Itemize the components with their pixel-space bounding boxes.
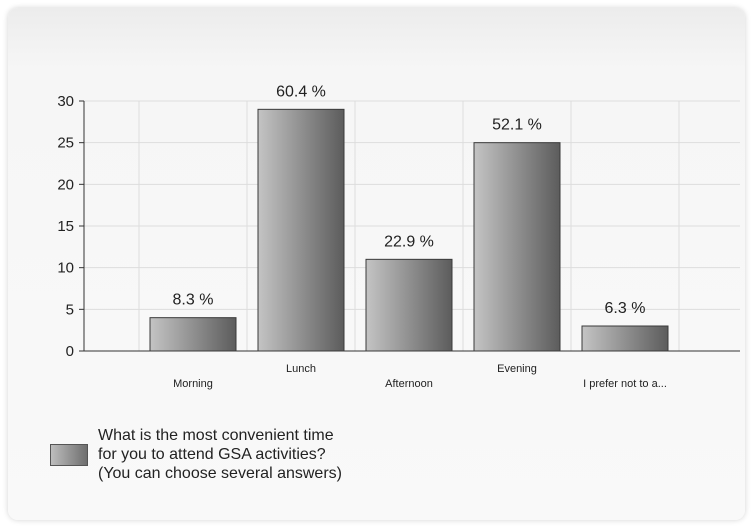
y-tick-label: 10 (57, 260, 74, 277)
data-label: 52.1 % (492, 117, 542, 134)
category-label: I prefer not to a... (583, 378, 667, 390)
data-label: 60.4 % (276, 83, 326, 100)
y-tick-label: 5 (66, 301, 74, 318)
data-label: 22.9 % (384, 233, 434, 250)
bar (581, 325, 669, 352)
category-label: Morning (173, 378, 213, 390)
data-label: 6.3 % (605, 300, 646, 317)
category-label: Evening (497, 363, 537, 375)
labels: 0 5 10 15 20 25 30 8.3 % Morning 60.4 % Lunch 22.9 … (57, 83, 667, 390)
y-tick-label: 25 (57, 135, 74, 152)
bar (473, 142, 561, 352)
bar (149, 317, 237, 352)
legend: What is the most convenient time for you… (50, 426, 348, 483)
bar (257, 108, 345, 352)
category-label: Lunch (286, 363, 316, 375)
bars (149, 108, 669, 352)
category-label: Afternoon (385, 378, 433, 390)
data-label: 8.3 % (173, 292, 214, 309)
legend-swatch (50, 443, 88, 466)
y-tick-label: 20 (57, 176, 74, 193)
legend-label: What is the most convenient time for you… (98, 427, 342, 482)
y-tick-label: 15 (57, 218, 74, 235)
y-tick-label: 30 (57, 93, 74, 110)
bar (365, 258, 453, 352)
y-tick-label: 0 (66, 343, 74, 360)
